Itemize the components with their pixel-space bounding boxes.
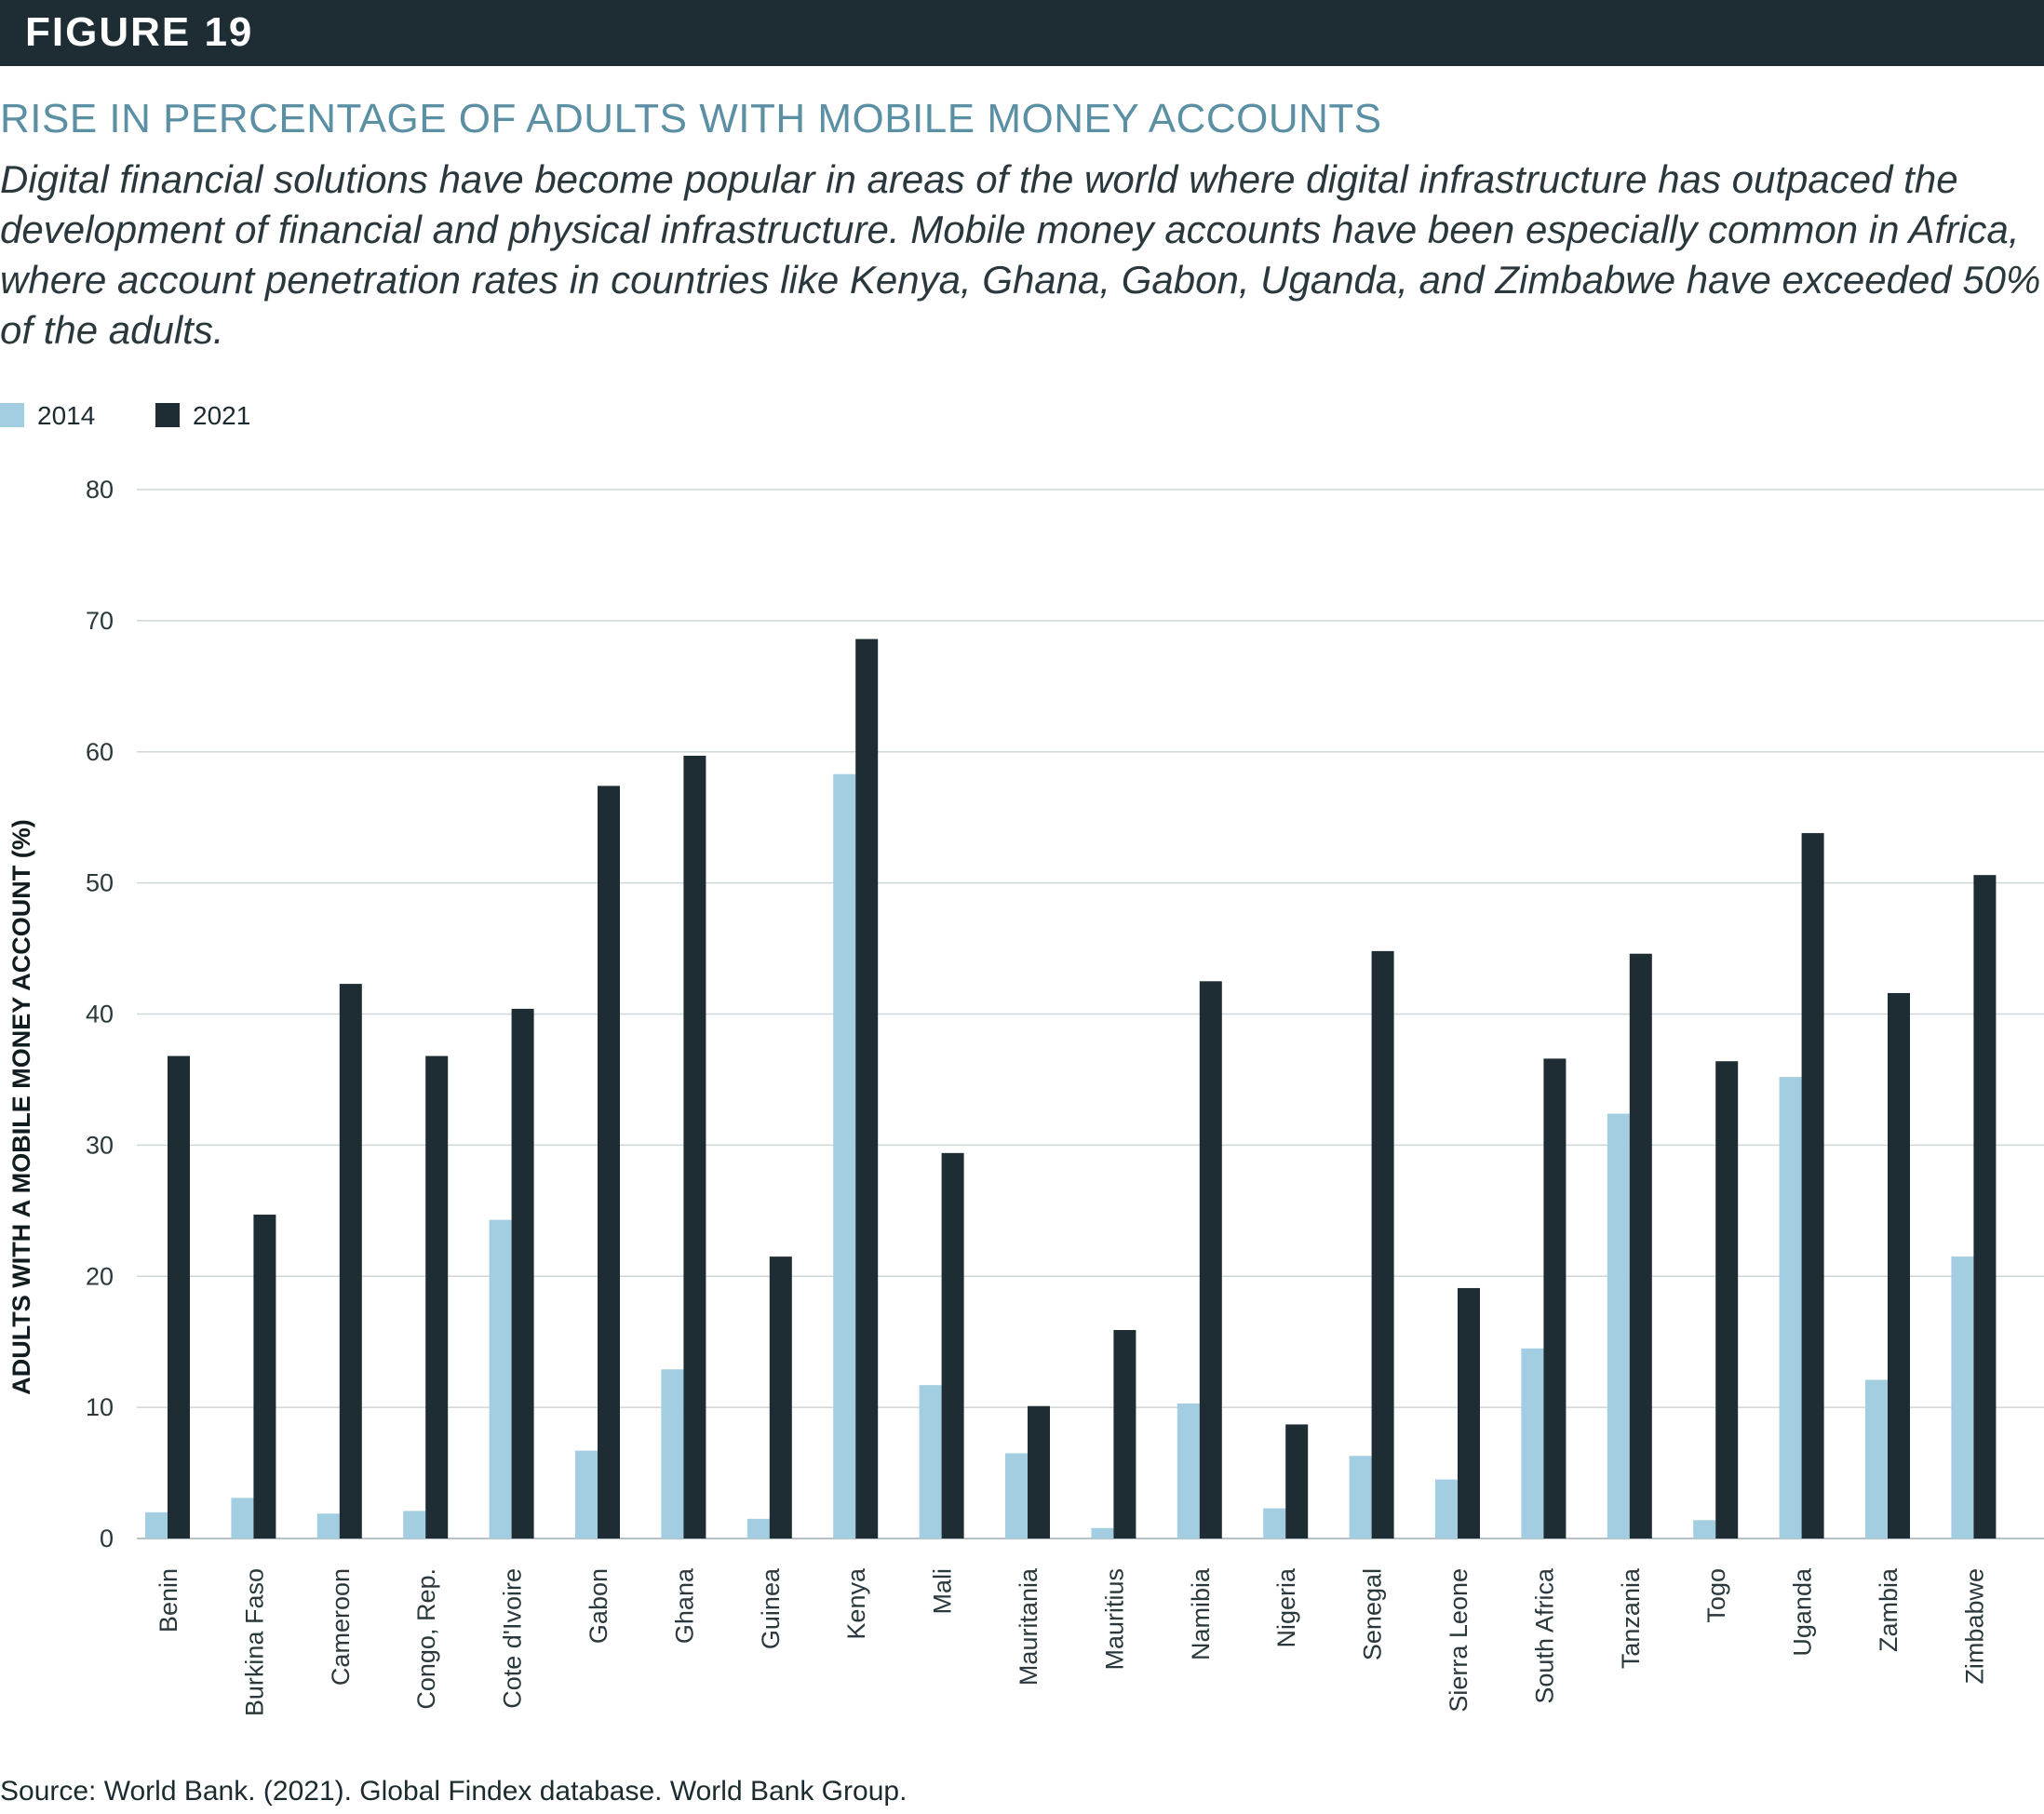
bar-2014-burkina-faso (231, 1498, 254, 1539)
legend-swatch-2014 (0, 403, 24, 427)
x-category-label: Senegal (1359, 1568, 1387, 1660)
x-category-label: Burkina Faso (240, 1568, 268, 1716)
figure-header-bar: FIGURE 19 (0, 0, 2044, 66)
y-tick-label-40: 40 (86, 1001, 114, 1028)
x-category-label: Congo, Rep. (412, 1568, 440, 1710)
bar-2014-mali (919, 1385, 942, 1539)
x-category-label: Kenya (842, 1567, 870, 1640)
bar-2021-cote-d-ivoire (511, 1008, 534, 1539)
bar-2014-togo (1693, 1520, 1716, 1539)
legend-swatch-2021 (155, 403, 180, 427)
bar-2021-congo-rep- (425, 1055, 449, 1539)
legend-label-2014: 2014 (37, 401, 96, 430)
bar-2014-nigeria (1263, 1508, 1286, 1539)
bar-2021-cameroon (339, 984, 362, 1539)
bar-2014-benin (145, 1512, 168, 1539)
bar-2021-gabon (598, 786, 620, 1539)
bar-2021-south-africa (1543, 1058, 1567, 1539)
x-category-label: Mali (929, 1568, 957, 1615)
bar-2014-zambia (1865, 1379, 1888, 1539)
x-category-label: Zambia (1875, 1567, 1903, 1652)
chart-title: RISE IN PERCENTAGE OF ADULTS WITH MOBILE… (0, 96, 1382, 141)
bar-2021-zambia (1888, 992, 1910, 1539)
bar-2021-kenya (855, 638, 879, 1539)
bar-2014-cameroon (316, 1513, 340, 1539)
x-category-label: Cote d'Ivoire (499, 1568, 527, 1709)
source-note: Source: World Bank. (2021). Global Finde… (0, 1776, 908, 1807)
y-tick-label-20: 20 (86, 1262, 114, 1290)
x-category-label: Cameroon (327, 1568, 355, 1686)
bar-2014-namibia (1177, 1403, 1200, 1539)
bar-2021-zimbabwe (1973, 875, 1997, 1539)
bar-2021-senegal (1371, 950, 1394, 1539)
bar-2014-south-africa (1521, 1348, 1544, 1539)
y-tick-label-60: 60 (86, 738, 114, 766)
bar-2021-mali (941, 1152, 964, 1539)
bar-2014-zimbabwe (1951, 1256, 1974, 1539)
x-category-label: Namibia (1187, 1567, 1215, 1660)
bar-2014-guinea (746, 1518, 770, 1539)
x-category-label: Mauritius (1100, 1568, 1128, 1671)
x-category-label: Ghana (670, 1567, 698, 1644)
bar-2021-namibia (1199, 981, 1222, 1539)
bar-2014-ghana (661, 1369, 684, 1539)
y-tick-label-80: 80 (86, 476, 114, 504)
bar-2014-sierra-leone (1435, 1479, 1458, 1539)
x-category-label: Gabon (585, 1568, 612, 1644)
bar-2021-guinea (769, 1256, 792, 1539)
bar-2014-cote-d-ivoire (489, 1219, 512, 1539)
bar-2014-senegal (1349, 1456, 1372, 1539)
bar-2021-tanzania (1629, 953, 1652, 1539)
bar-2021-ghana (683, 755, 706, 1539)
bar-2021-sierra-leone (1458, 1287, 1480, 1539)
x-category-label: Uganda (1789, 1567, 1817, 1657)
bar-2014-congo-rep- (403, 1511, 426, 1539)
y-tick-label-30: 30 (86, 1131, 114, 1159)
x-category-label: Nigeria (1272, 1567, 1300, 1648)
bar-2014-gabon (575, 1450, 598, 1539)
legend-label-2021: 2021 (193, 401, 251, 430)
y-tick-label-50: 50 (86, 869, 114, 897)
x-category-label: South Africa (1530, 1567, 1558, 1704)
bar-2014-uganda (1779, 1077, 1802, 1539)
x-category-label: Zimbabwe (1960, 1568, 1988, 1685)
bar-2021-uganda (1801, 833, 1824, 1539)
y-axis-ticks: 0 10 20 30 40 50 60 70 80 (86, 476, 114, 1552)
bar-2014-mauritania (1005, 1453, 1028, 1539)
bar-2021-burkina-faso (253, 1215, 276, 1539)
y-axis-title: ADULTS WITH A MOBILE MONEY ACCOUNT (%) (7, 819, 35, 1394)
bar-2014-mauritius (1091, 1527, 1114, 1539)
y-tick-label-70: 70 (86, 607, 114, 635)
gridlines (137, 489, 2044, 1539)
x-category-label: Sierra Leone (1445, 1568, 1472, 1713)
bar-2021-benin (168, 1055, 190, 1539)
bar-chart: 0 10 20 30 40 50 60 70 80 Benin Burkina Faso Camer… (7, 476, 2044, 1716)
y-tick-label-0: 0 (100, 1525, 114, 1552)
x-category-label: Benin (155, 1568, 182, 1633)
figure-label: FIGURE 19 (25, 9, 254, 55)
x-category-label: Mauritania (1015, 1567, 1042, 1686)
bar-2021-togo (1715, 1061, 1739, 1539)
x-category-label: Guinea (757, 1567, 785, 1649)
bar-2021-mauritius (1113, 1330, 1136, 1539)
x-category-label: Togo (1702, 1568, 1730, 1623)
bar-2021-nigeria (1285, 1424, 1309, 1539)
chart-subtitle: Digital financial solutions have become … (0, 157, 2041, 352)
y-tick-label-10: 10 (86, 1393, 114, 1421)
bar-2014-kenya (833, 773, 856, 1539)
x-category-label: Tanzania (1617, 1567, 1645, 1669)
bar-2021-mauritania (1028, 1405, 1050, 1539)
x-axis-labels: Benin Burkina Faso Cameroon Congo, Rep. Cote… (155, 1567, 1988, 1716)
bars (145, 638, 1997, 1539)
bar-2014-tanzania (1607, 1113, 1630, 1539)
